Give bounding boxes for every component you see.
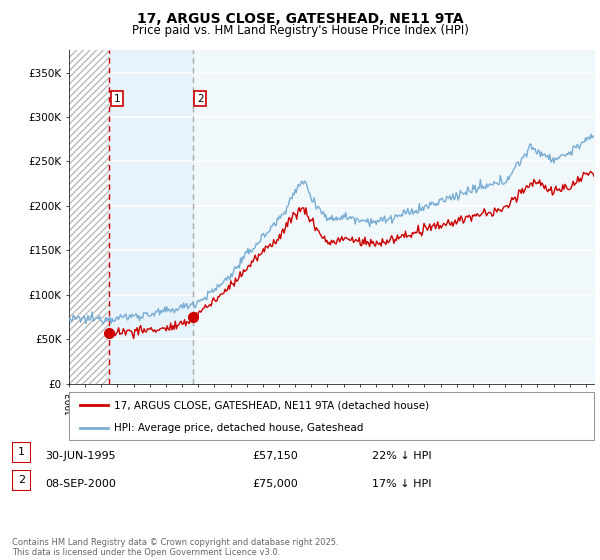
Text: 08-SEP-2000: 08-SEP-2000 [45,479,116,489]
FancyBboxPatch shape [69,392,594,440]
Text: 1: 1 [113,94,120,104]
Text: 1: 1 [18,447,25,458]
Text: 2: 2 [18,475,25,486]
Text: Contains HM Land Registry data © Crown copyright and database right 2025.
This d: Contains HM Land Registry data © Crown c… [12,538,338,557]
Text: 22% ↓ HPI: 22% ↓ HPI [372,451,431,461]
Text: Price paid vs. HM Land Registry's House Price Index (HPI): Price paid vs. HM Land Registry's House … [131,24,469,36]
Text: 2: 2 [197,94,203,104]
FancyBboxPatch shape [12,470,31,491]
Text: 17, ARGUS CLOSE, GATESHEAD, NE11 9TA (detached house): 17, ARGUS CLOSE, GATESHEAD, NE11 9TA (de… [113,400,429,410]
Text: 17, ARGUS CLOSE, GATESHEAD, NE11 9TA: 17, ARGUS CLOSE, GATESHEAD, NE11 9TA [137,12,463,26]
Text: £75,000: £75,000 [252,479,298,489]
Text: £57,150: £57,150 [252,451,298,461]
FancyBboxPatch shape [12,442,31,463]
Text: 17% ↓ HPI: 17% ↓ HPI [372,479,431,489]
Text: 30-JUN-1995: 30-JUN-1995 [45,451,116,461]
Text: HPI: Average price, detached house, Gateshead: HPI: Average price, detached house, Gate… [113,423,363,433]
